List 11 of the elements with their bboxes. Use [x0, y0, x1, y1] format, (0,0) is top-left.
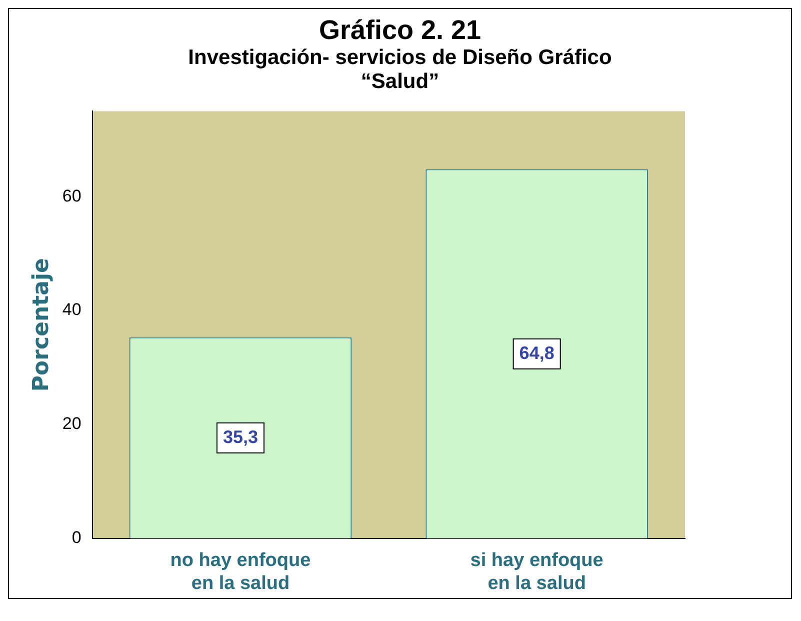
- y-axis-title: Porcentaje: [28, 258, 54, 392]
- chart-subtitle: Investigación- servicios de Diseño Gráfico “Salud”: [187, 46, 613, 94]
- y-tick-label: 20: [62, 414, 82, 434]
- data-label: 64,8: [519, 342, 554, 363]
- x-tick-label: no hay enfoque en la salud: [170, 550, 311, 594]
- y-tick-label: 0: [72, 528, 82, 548]
- y-tick-label: 60: [62, 186, 82, 206]
- data-label: 35,3: [222, 426, 258, 447]
- y-tick-label: 40: [62, 300, 82, 320]
- x-tick-label: si hay enfoque en la salud: [470, 550, 604, 594]
- chart-title: Gráfico 2. 21: [318, 15, 482, 46]
